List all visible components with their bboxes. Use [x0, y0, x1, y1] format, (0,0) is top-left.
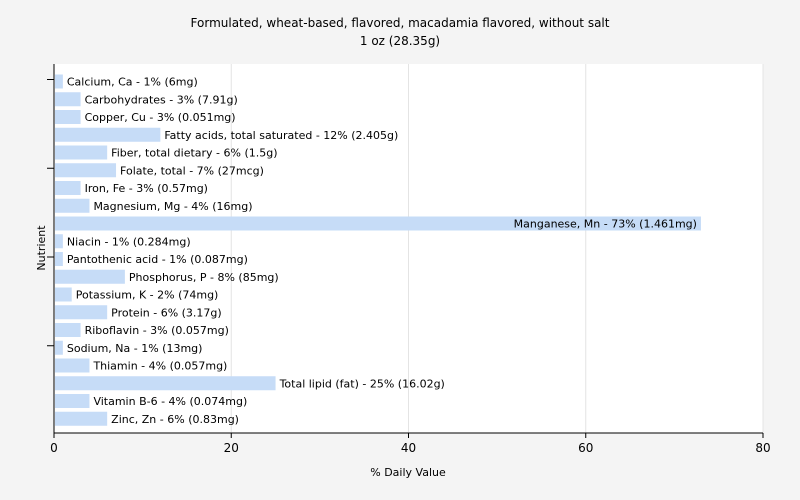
- bar: [55, 216, 701, 231]
- bar-label: Fiber, total dietary - 6% (1.5g): [111, 147, 277, 160]
- x-axis-title: % Daily Value: [370, 466, 446, 479]
- bar: [55, 269, 125, 284]
- bar: [55, 127, 161, 142]
- bar-label: Folate, total - 7% (27mcg): [120, 164, 264, 177]
- bar: [55, 252, 63, 266]
- bar-label: Fatty acids, total saturated - 12% (2.40…: [164, 129, 398, 142]
- bar: [55, 287, 72, 302]
- bar: [55, 340, 63, 355]
- bar-labels: Calcium, Ca - 1% (6mg) Carbohydrates - 3%…: [67, 76, 697, 426]
- bar-label: Zinc, Zn - 6% (0.83mg): [111, 413, 239, 426]
- bar: [55, 92, 81, 107]
- bar: [55, 145, 108, 160]
- bar: [55, 394, 90, 408]
- bar-label: Protein - 6% (3.17g): [111, 306, 222, 319]
- x-tick-label: 40: [401, 441, 416, 455]
- x-tick-labels: 0 20 40 60 80: [50, 441, 770, 455]
- bar: [55, 181, 81, 195]
- bar: [55, 305, 108, 320]
- bar: [55, 198, 90, 213]
- bar: [55, 110, 81, 124]
- bar-label: Phosphorus, P - 8% (85mg): [129, 271, 279, 284]
- bar-label: Manganese, Mn - 73% (1.461mg): [514, 218, 697, 231]
- bar: [55, 74, 63, 89]
- x-tick-label: 0: [50, 441, 58, 455]
- bar: [55, 376, 276, 391]
- bar-label: Pantothenic acid - 1% (0.087mg): [67, 253, 248, 266]
- y-axis-title: Nutrient: [35, 225, 48, 271]
- bar-label: Riboflavin - 3% (0.057mg): [85, 324, 229, 337]
- axes: [47, 64, 764, 438]
- bar-label: Magnesium, Mg - 4% (16mg): [93, 200, 252, 213]
- bar-label: Niacin - 1% (0.284mg): [67, 235, 191, 248]
- bar-label: Iron, Fe - 3% (0.57mg): [85, 182, 208, 195]
- bar-label: Potassium, K - 2% (74mg): [76, 289, 219, 302]
- bar-label: Calcium, Ca - 1% (6mg): [67, 76, 198, 89]
- bar-label: Sodium, Na - 1% (13mg): [67, 342, 203, 355]
- x-tick-label: 20: [224, 441, 239, 455]
- bar: [55, 163, 117, 178]
- bar: [55, 234, 63, 249]
- bar-label: Vitamin B-6 - 4% (0.074mg): [93, 395, 247, 408]
- bars: [55, 74, 701, 426]
- x-tick-label: 60: [578, 441, 593, 455]
- chart-subtitle: 1 oz (28.35g): [360, 34, 440, 48]
- bar-label: Total lipid (fat) - 25% (16.02g): [279, 377, 445, 390]
- bar: [55, 411, 108, 426]
- bar: [55, 323, 81, 337]
- bar: [55, 358, 90, 373]
- bar-label: Copper, Cu - 3% (0.051mg): [85, 111, 236, 124]
- chart-title: Formulated, wheat-based, flavored, macad…: [191, 16, 610, 30]
- bar-label: Carbohydrates - 3% (7.91g): [85, 93, 238, 106]
- bar-label: Thiamin - 4% (0.057mg): [92, 360, 227, 373]
- x-tick-label: 80: [755, 441, 770, 455]
- gridlines: [230, 64, 764, 433]
